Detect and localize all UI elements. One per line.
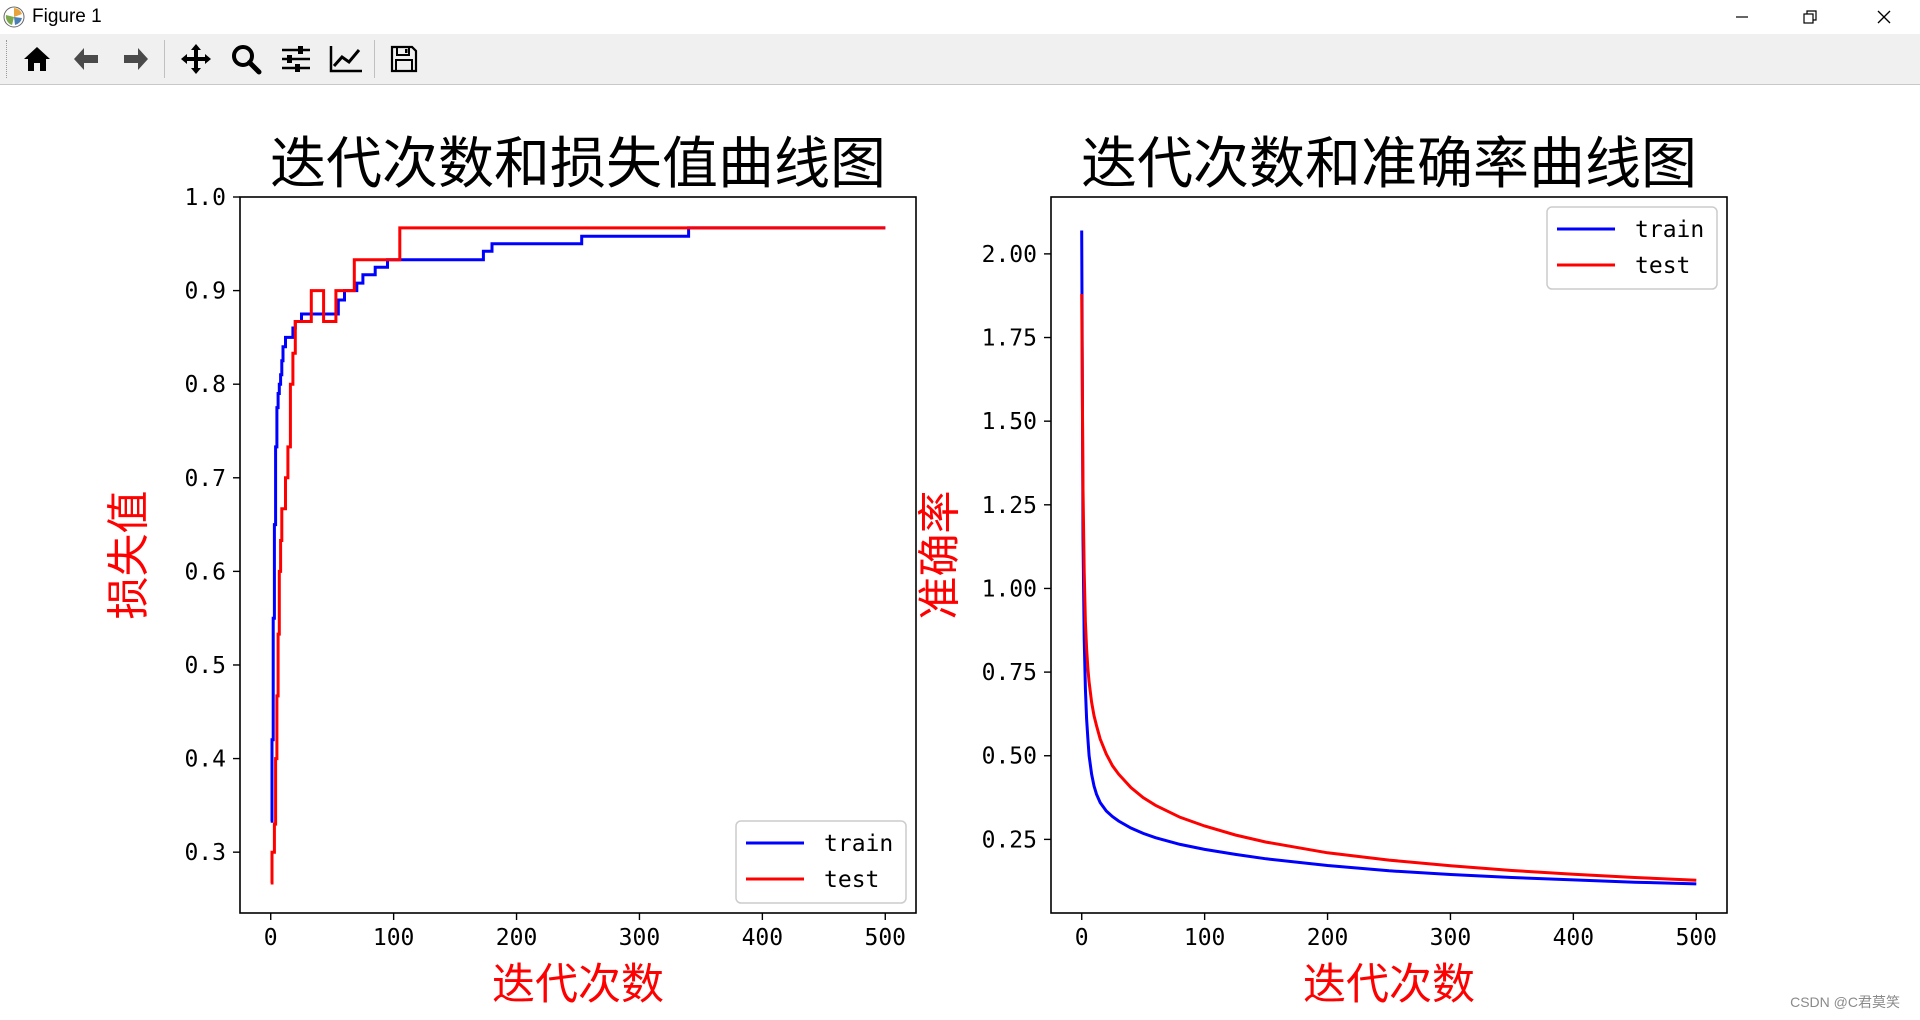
y-tick-label: 0.9	[184, 279, 226, 305]
pan-move-icon	[181, 44, 211, 74]
y-tick-label: 2.00	[982, 242, 1037, 268]
close-icon	[1877, 10, 1891, 24]
watermark: CSDN @C君莫笑	[1790, 994, 1900, 1010]
figure-canvas[interactable]: 迭代次数和损失值曲线图 0 100 200 300 400 500 0.3 0.4 0.5 0.6 0…	[0, 85, 1920, 1020]
axes-frame	[239, 196, 917, 914]
y-tick-label: 0.25	[982, 827, 1037, 853]
minimize-button[interactable]	[1708, 0, 1776, 34]
save-floppy-icon	[390, 45, 418, 73]
home-button[interactable]	[17, 41, 57, 77]
series-line-test	[1080, 293, 1697, 882]
legend: train test	[1546, 206, 1718, 290]
zoom-magnifier-icon	[232, 45, 262, 75]
axes-frame	[1050, 196, 1728, 914]
toolbar-separator	[164, 40, 165, 78]
configure-subplots-button[interactable]	[276, 41, 316, 77]
subplot-1: 迭代次数和损失值曲线图 0 100 200 300 400 500 0.3 0.4 0.5 0.6 0…	[105, 132, 917, 1010]
subplots-sliders-icon	[282, 46, 310, 72]
y-tick-label: 1.0	[184, 185, 226, 211]
x-tick-label: 200	[1307, 925, 1349, 951]
window-titlebar: Figure 1	[0, 0, 1920, 34]
x-tick-label: 300	[1430, 925, 1472, 951]
y-tick-label: 0.6	[184, 559, 226, 585]
forward-arrow-icon	[124, 48, 148, 70]
y-tick-label: 0.8	[184, 372, 226, 398]
legend: train test	[735, 820, 907, 904]
x-tick-label: 200	[496, 925, 538, 951]
y-tick-label: 0.75	[982, 660, 1037, 686]
minimize-icon	[1736, 16, 1748, 18]
series-line-train	[1080, 230, 1697, 886]
back-button[interactable]	[66, 41, 106, 77]
x-tick-label: 0	[1075, 925, 1089, 951]
back-arrow-icon	[74, 48, 98, 70]
home-icon	[24, 47, 50, 71]
zoom-button[interactable]	[226, 41, 266, 77]
navigation-toolbar	[0, 34, 1920, 85]
chart-title: 迭代次数和损失值曲线图	[270, 132, 886, 197]
pan-button[interactable]	[176, 41, 216, 77]
x-axis-label: 迭代次数	[1303, 960, 1475, 1010]
toolbar-grip[interactable]	[6, 40, 11, 78]
legend-label-train: train	[824, 831, 893, 857]
x-tick-label: 300	[619, 925, 661, 951]
y-tick-label: 0.50	[982, 744, 1037, 770]
y-tick-label: 0.3	[184, 840, 226, 866]
x-tick-label: 100	[1184, 925, 1226, 951]
y-tick-label: 0.7	[184, 466, 226, 492]
y-tick-label: 0.4	[184, 747, 226, 773]
legend-label-test: test	[1635, 253, 1690, 279]
restore-button[interactable]	[1776, 0, 1844, 34]
x-tick-label: 500	[864, 925, 906, 951]
x-tick-label: 400	[1553, 925, 1595, 951]
x-tick-label: 0	[264, 925, 278, 951]
toolbar-separator	[374, 40, 375, 78]
close-button[interactable]	[1850, 0, 1918, 34]
y-tick-label: 1.50	[982, 409, 1037, 435]
x-tick-label: 400	[742, 925, 784, 951]
legend-label-train: train	[1635, 217, 1704, 243]
y-axis-label: 损失值	[105, 491, 155, 620]
y-tick-label: 1.00	[982, 576, 1037, 602]
matplotlib-app-icon	[2, 5, 26, 29]
y-tick-label: 1.75	[982, 326, 1037, 352]
series-line-test	[270, 226, 886, 885]
series-line-train	[270, 226, 886, 823]
legend-label-test: test	[824, 867, 879, 893]
edit-axes-chart-icon	[329, 46, 362, 73]
forward-button[interactable]	[116, 41, 156, 77]
restore-icon	[1803, 10, 1817, 24]
x-tick-label: 100	[373, 925, 415, 951]
y-tick-label: 1.25	[982, 493, 1037, 519]
edit-axes-button[interactable]	[326, 41, 366, 77]
window-title: Figure 1	[32, 6, 102, 27]
subplot-2: 迭代次数和准确率曲线图 0 100 200 300 400 500 0.25 0.50 0.75 1…	[916, 132, 1728, 1010]
x-tick-label: 500	[1675, 925, 1717, 951]
x-axis-label: 迭代次数	[492, 960, 664, 1010]
y-tick-label: 0.5	[184, 653, 226, 679]
save-button[interactable]	[384, 41, 424, 77]
chart-title: 迭代次数和准确率曲线图	[1081, 132, 1697, 197]
y-axis-label: 准确率	[916, 491, 966, 620]
